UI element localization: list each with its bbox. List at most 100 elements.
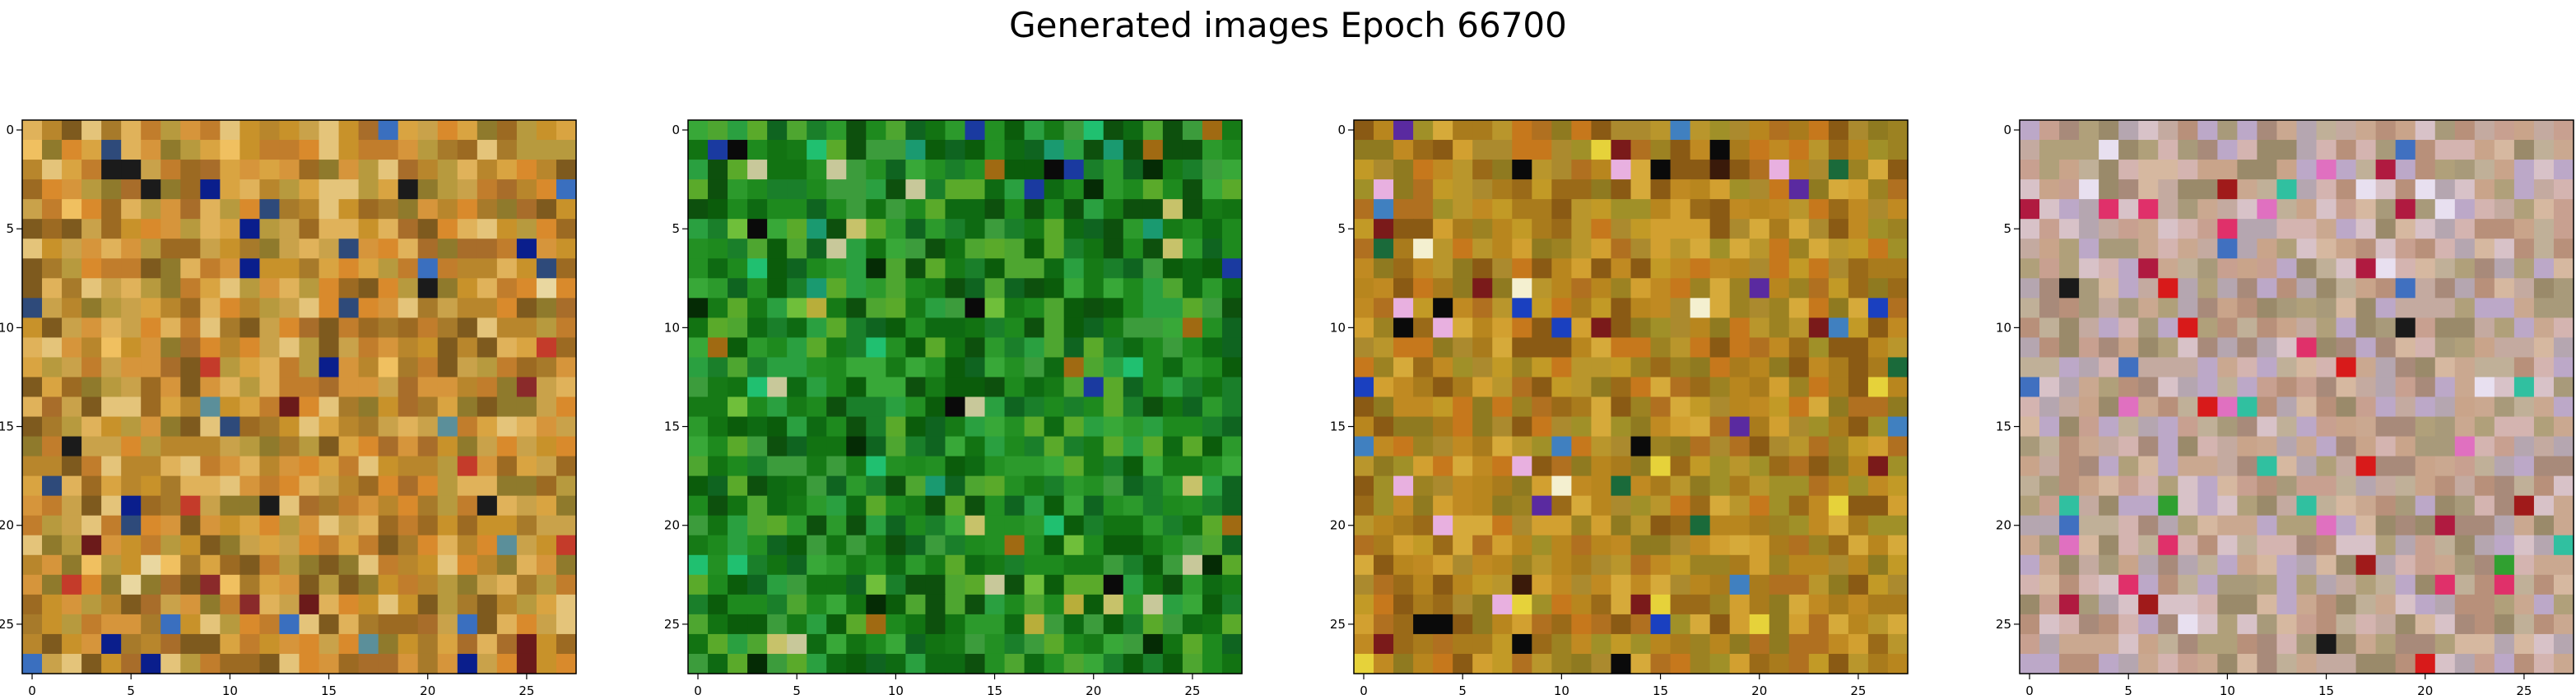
image-pixel [1650,633,1672,655]
image-pixel [2494,574,2515,595]
image-pixel [2395,436,2416,457]
image-pixel [1063,416,1085,438]
image-pixel [279,614,300,635]
image-pixel [1024,653,1045,674]
image-pixel [1571,179,1593,200]
image-pixel [787,475,807,497]
image-pixel [516,495,537,517]
image-pixel [496,278,518,299]
image-pixel [417,199,439,220]
image-pixel [239,594,261,615]
image-pixel [708,317,728,338]
image-pixel [767,456,788,477]
image-pixel [925,475,946,497]
image-pixel [905,456,927,477]
image-pixel [2138,456,2159,477]
image-pixel [1433,298,1453,318]
image-pixel [2375,357,2397,378]
image-pixel [319,535,340,556]
image-pixel [1221,219,1243,239]
image-pixel [1221,120,1243,141]
image-pixel [1413,574,1434,595]
image-pixel [2553,258,2574,279]
image-pixel [1024,456,1045,477]
image-pixel [826,377,847,398]
image-pixel [2395,258,2416,279]
image-pixel [965,120,986,141]
image-pixel [2217,120,2238,141]
image-pixel [2020,120,2040,141]
image-pixel [239,179,261,200]
image-pixel [200,239,221,259]
image-pixel [1413,179,1434,200]
image-pixel [787,120,807,141]
image-pixel [141,436,161,457]
image-pixel [2336,239,2357,259]
image-pixel [984,298,1006,318]
image-pixel [1650,574,1672,595]
image-pixel [1044,179,1065,200]
image-pixel [81,278,102,299]
image-pixel [2316,614,2337,635]
image-pixel [2020,377,2040,398]
image-pixel [398,456,419,477]
image-pixel [477,357,498,378]
image-pixel [2158,653,2178,674]
image-pixel [2158,574,2178,595]
image-pixel [1024,239,1045,259]
image-pixel [1202,436,1223,457]
image-pixel [2395,179,2416,200]
image-pixel [398,416,419,438]
image-pixel [747,317,768,338]
image-pixel [945,258,966,279]
image-pixel [2454,535,2476,556]
image-pixel [807,199,827,220]
image-pixel [2395,219,2416,239]
image-pixel [1670,554,1691,576]
image-pixel [2415,357,2436,378]
image-pixel [1453,120,1473,141]
image-pixel [1024,377,1045,398]
image-pixel [2355,574,2377,595]
image-pixel [220,495,240,517]
image-pixel [886,633,906,655]
image-pixel [180,515,201,536]
image-pixel [1630,219,1652,239]
image-pixel [1848,199,1869,220]
image-pixel [536,554,557,576]
image-pixel [2415,219,2436,239]
image-pixel [1670,475,1691,497]
image-pixel [1221,396,1243,418]
image-pixel [338,258,360,279]
image-pixel [2415,653,2436,674]
image-pixel [2355,594,2377,615]
image-pixel [965,614,986,635]
image-pixel [2079,574,2099,595]
image-pixel [358,377,379,398]
image-pixel [688,436,709,457]
image-pixel [62,416,82,438]
image-pixel [556,515,577,536]
image-pixel [141,554,161,576]
image-pixel [1472,239,1493,259]
image-pixel [1887,495,1909,517]
image-pixel [2099,574,2119,595]
image-pixel [1690,456,1711,477]
image-pixel [728,278,748,299]
image-pixel [477,160,498,180]
image-pixel [1123,239,1144,259]
image-pixel [1142,160,1164,180]
image-pixel [1492,495,1513,517]
image-pixel [965,475,986,497]
image-pixel [1709,653,1731,674]
image-pixel [2415,574,2436,595]
image-pixel [220,614,240,635]
image-pixel [2355,140,2377,160]
image-pixel [1393,436,1414,457]
image-pixel [2020,456,2040,477]
image-pixel [1044,574,1065,595]
image-pixel [2039,140,2060,160]
image-pixel [2020,554,2040,576]
image-pixel [2336,475,2357,497]
image-pixel [299,574,320,595]
